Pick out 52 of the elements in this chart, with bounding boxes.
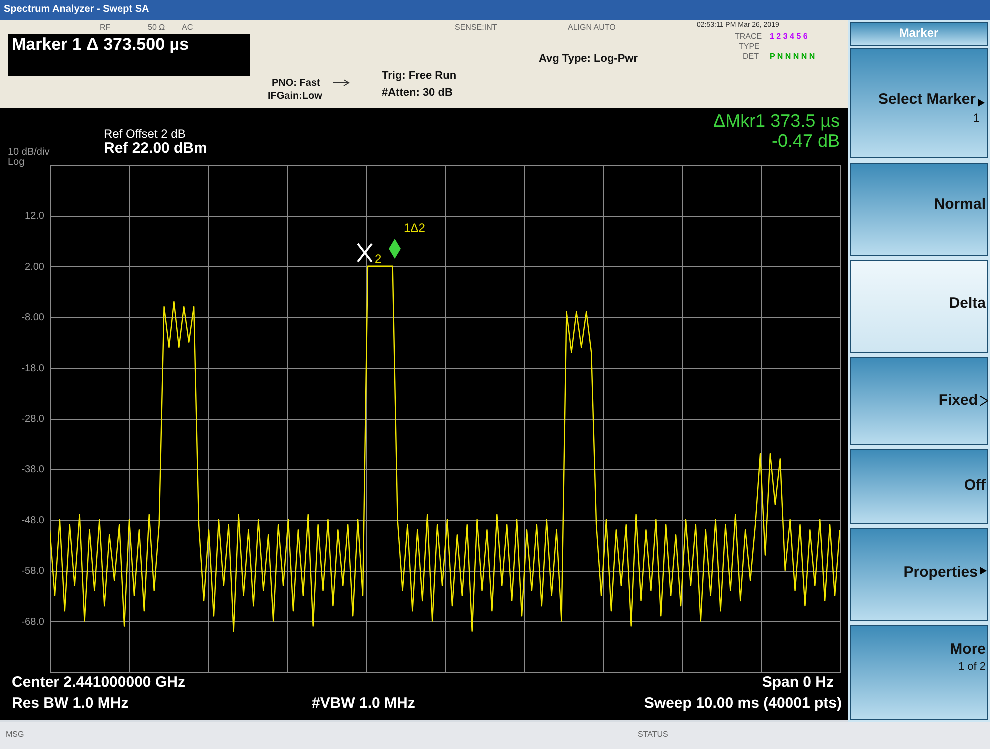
y-tick-label: -48.0: [22, 515, 45, 526]
text: Select Marker: [878, 91, 976, 108]
text: 1 of 2: [958, 661, 986, 674]
y-tick-label: 2.00: [25, 262, 45, 273]
text: #Atten: 30 dB: [382, 87, 453, 100]
text: Ref 22.00 dBm: [104, 140, 208, 158]
text: Properties: [904, 564, 978, 582]
text: AC: [182, 23, 194, 33]
text: 1 2 3 4 5 6: [770, 32, 808, 42]
text: TYPE: [739, 42, 760, 52]
text: ΔMkr1 373.5 µs: [714, 111, 840, 132]
y-tick-label: 12.0: [25, 211, 45, 222]
text: -0.47 dB: [772, 131, 840, 152]
chart-title: Marker 1 Δ 373.500 µs: [12, 35, 190, 55]
text: IFGain:Low: [268, 91, 322, 102]
annotation: 1Δ2: [404, 221, 426, 236]
text: P N N N N N: [770, 52, 816, 62]
text: Center 2.441000000 GHz: [12, 674, 186, 692]
text: Delta: [949, 295, 986, 312]
y-tick-label: -8.00: [22, 312, 45, 324]
text: RF: [100, 23, 111, 33]
text: STATUS: [638, 730, 668, 740]
y-tick-label: -58.0: [22, 566, 45, 578]
text: Trig: Free Run: [382, 70, 457, 82]
text: Marker: [898, 26, 940, 40]
text: ALIGN AUTO: [568, 23, 616, 33]
y-tick-label: -38.0: [22, 464, 45, 476]
text: More: [950, 641, 986, 658]
text: DET: [743, 52, 759, 62]
text: TRACE: [735, 32, 762, 42]
y-tick-label: -28.0: [22, 414, 45, 425]
text: 1: [973, 111, 980, 126]
y-tick-label: -68.0: [22, 616, 45, 628]
text: SENSE:INT: [455, 23, 498, 33]
text: 10 dB/div: [8, 147, 50, 158]
text: Log: [8, 157, 25, 168]
text: Spectrum Analyzer - Swept SA: [4, 4, 150, 15]
text: #VBW 1.0 MHz: [312, 695, 416, 712]
text: Span 0 Hz: [762, 674, 834, 692]
text: Off: [964, 477, 986, 494]
text: Sweep 10.00 ms (40001 pts): [644, 695, 842, 712]
y-tick-label: -18.0: [22, 363, 45, 374]
text: Fixed: [938, 392, 978, 410]
text: 50 Ω: [148, 23, 166, 33]
text: Ref Offset 2 dB: [104, 127, 186, 142]
text: Normal: [934, 196, 986, 214]
text: MSG: [6, 730, 24, 740]
annotation: 2: [375, 252, 382, 266]
text: PNO: Fast: [272, 78, 320, 89]
text: Avg Type: Log-Pwr: [539, 53, 638, 66]
line-series: [50, 266, 840, 632]
text: Res BW 1.0 MHz: [12, 695, 129, 712]
